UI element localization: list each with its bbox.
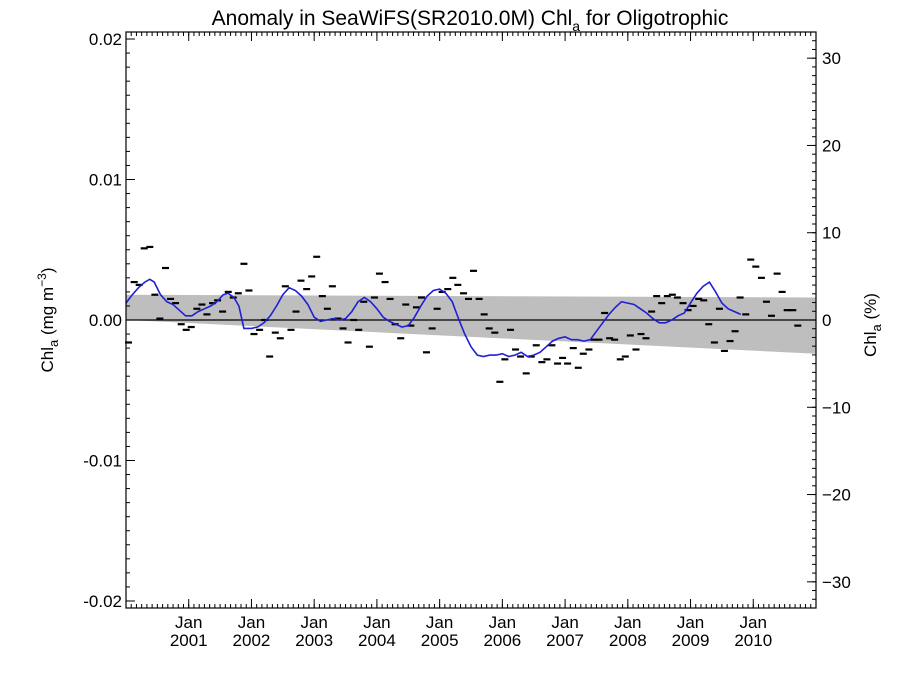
x-tick-year: 2002 bbox=[233, 631, 271, 650]
smoothed-line-layer bbox=[125, 278, 742, 358]
y2-tick-label: 20 bbox=[822, 136, 841, 155]
chart-title-main: Anomaly in SeaWiFS(SR2010.0M) Chl bbox=[212, 7, 573, 30]
chart-title: Anomaly in SeaWiFS(SR2010.0M) Chla for O… bbox=[212, 7, 729, 34]
x-tick-month: Jan bbox=[614, 613, 641, 632]
x-tick-year: 2007 bbox=[546, 631, 584, 650]
x-tick-year: 2006 bbox=[483, 631, 521, 650]
bottom-axis: Jan2001Jan2002Jan2003Jan2004Jan2005Jan20… bbox=[125, 32, 817, 650]
x-tick-year: 2008 bbox=[609, 631, 647, 650]
x-tick-year: 2003 bbox=[295, 631, 333, 650]
left-axis: 0.02 0.01 0.00 -0.01 -0.02 bbox=[83, 30, 135, 611]
x-tick-month: Jan bbox=[740, 613, 767, 632]
chart-title-tail: for Oligotrophic bbox=[580, 7, 728, 30]
x-tick-month: Jan bbox=[677, 613, 704, 632]
y-axis-label-left-sup: −3 bbox=[35, 273, 49, 287]
x-tick-year: 2005 bbox=[421, 631, 459, 650]
y-axis-label-right: Chla (%) bbox=[861, 293, 884, 357]
x-tick-year: 2001 bbox=[170, 631, 208, 650]
x-tick-month: Jan bbox=[238, 613, 265, 632]
y-axis-label-right-main: Chl bbox=[861, 331, 880, 357]
x-tick-year: 2010 bbox=[734, 631, 772, 650]
y2-tick-label: −20 bbox=[822, 486, 851, 505]
y-axis-label-left-main: Chl bbox=[38, 347, 57, 373]
y-tick-label: 0.02 bbox=[89, 30, 122, 49]
chart-title-sub: a bbox=[572, 18, 580, 34]
y2-tick-label: 10 bbox=[822, 224, 841, 243]
y-tick-label: 0.01 bbox=[89, 171, 122, 190]
y-axis-label-right-tail: (%) bbox=[861, 293, 880, 324]
y-axis-label-right-sub: a bbox=[869, 323, 884, 331]
x-tick-year: 2009 bbox=[672, 631, 710, 650]
y-tick-label: -0.01 bbox=[83, 451, 122, 470]
smoothed-line bbox=[125, 278, 742, 358]
monthly-anomaly-points bbox=[125, 245, 802, 383]
y2-tick-label: −30 bbox=[822, 573, 851, 592]
x-tick-year: 2004 bbox=[358, 631, 396, 650]
y-axis-label-left-tail: (mg m bbox=[38, 287, 57, 340]
x-tick-month: Jan bbox=[363, 613, 390, 632]
x-tick-month: Jan bbox=[489, 613, 516, 632]
y-axis-label-left: Chla (mg m−3) bbox=[35, 268, 61, 373]
y-tick-label: 0.00 bbox=[89, 311, 122, 330]
x-tick-month: Jan bbox=[551, 613, 578, 632]
x-tick-month: Jan bbox=[300, 613, 327, 632]
y-tick-label: -0.02 bbox=[83, 592, 122, 611]
y2-tick-label: 30 bbox=[822, 49, 841, 68]
y2-tick-label: −10 bbox=[822, 398, 851, 417]
y2-tick-label: 0 bbox=[822, 311, 831, 330]
x-tick-month: Jan bbox=[426, 613, 453, 632]
y-axis-label-left-sub: a bbox=[46, 339, 61, 347]
y-axis-label-left-close: ) bbox=[38, 268, 57, 274]
right-axis: 30 20 10 0 −10 −20 −30 bbox=[807, 31, 851, 609]
x-tick-month: Jan bbox=[175, 613, 202, 632]
